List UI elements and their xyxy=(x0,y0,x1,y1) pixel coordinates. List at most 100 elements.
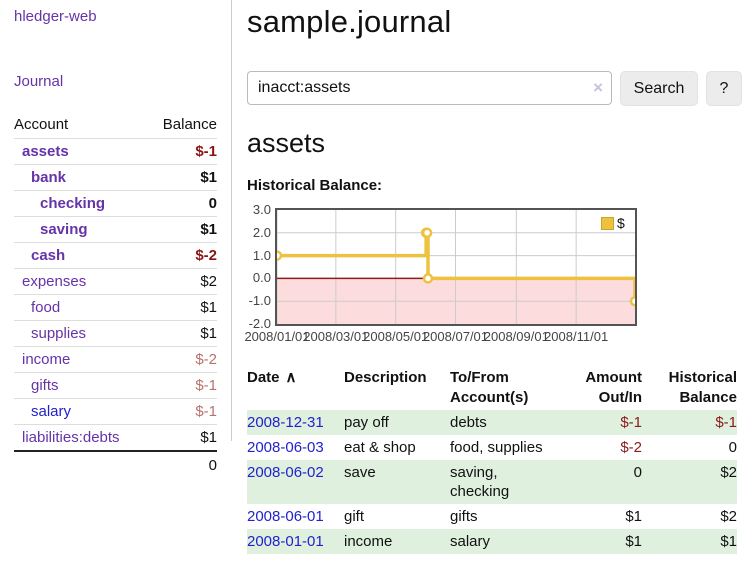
register-accounts: food, supplies xyxy=(450,439,543,456)
sidebar-account-row: bank $1 xyxy=(14,164,217,191)
search-form: × Search ? xyxy=(247,71,742,106)
accounts-total-value: 0 xyxy=(148,450,217,479)
page-title: sample.journal xyxy=(247,4,452,39)
sidebar-account-row: cash $-2 xyxy=(14,242,217,269)
sidebar-account-link[interactable]: expenses xyxy=(22,273,87,290)
chart-plot-area xyxy=(271,208,641,326)
historical-balance-chart: $ 3.0 2.0 1.0 0.0 -1.0 -2.0 2008/01/01 2008/03/… xyxy=(244,202,742,354)
register-description: pay off xyxy=(344,414,389,431)
account-balance: $1 xyxy=(148,164,217,191)
account-balance: $-1 xyxy=(148,372,217,399)
sidebar-account-link[interactable]: liabilities:debts xyxy=(22,429,120,446)
sidebar-account-link[interactable]: gifts xyxy=(31,377,59,394)
register-column-header: To/From Account(s) xyxy=(450,369,529,406)
brand-link[interactable]: hledger-web xyxy=(14,8,97,25)
account-balance: $1 xyxy=(148,320,217,347)
register-accounts: saving, checking xyxy=(450,464,510,500)
register-description: eat & shop xyxy=(344,439,416,456)
register-row: 2008-06-03 eat & shop food, supplies $-2 0 xyxy=(247,435,737,460)
sidebar-account-link[interactable]: food xyxy=(31,299,61,316)
sidebar-account-link[interactable]: bank xyxy=(31,169,67,186)
search-input[interactable] xyxy=(247,71,612,105)
y-axis-tick-label: 3.0 xyxy=(252,202,271,217)
x-axis-tick-label: 2008/05/01 xyxy=(363,329,429,344)
accounts-table: Account Balance assets $-1 bank $1 checking 0… xyxy=(14,113,217,479)
y-axis-tick-label: -1.0 xyxy=(248,293,271,309)
register-description: save xyxy=(344,464,376,481)
register-balance: $2 xyxy=(720,464,737,481)
sidebar-account-row: food $1 xyxy=(14,294,217,321)
register-row: 2008-01-01 income salary $1 $1 xyxy=(247,529,737,554)
accounts-table-header: Account Balance xyxy=(14,113,217,139)
accounts-total-row: 0 xyxy=(14,450,217,479)
sidebar-account-link[interactable]: supplies xyxy=(31,325,87,342)
chart-canvas xyxy=(271,210,641,324)
register-balance: $-1 xyxy=(715,414,737,431)
x-axis-tick-label: 2008/07/01 xyxy=(422,329,489,344)
register-row: 2008-06-02 save saving, checking 0 $2 xyxy=(247,460,737,504)
register-amount: 0 xyxy=(633,464,642,481)
sidebar-account-row: expenses $2 xyxy=(14,268,217,295)
help-button[interactable]: ? xyxy=(706,71,742,106)
register-balance: 0 xyxy=(728,439,737,456)
register-column-header: Date ∧ xyxy=(247,369,297,386)
sidebar-account-link[interactable]: cash xyxy=(31,247,66,264)
register-accounts: salary xyxy=(450,533,491,550)
register-row: 2008-06-01 gift gifts $1 $2 xyxy=(247,504,737,529)
account-balance: $1 xyxy=(148,294,217,321)
account-balance: 0 xyxy=(148,190,217,217)
register-date-link[interactable]: 2008-06-03 xyxy=(247,439,324,456)
account-balance: $1 xyxy=(148,216,217,243)
sort-ascending-icon[interactable]: ∧ xyxy=(285,369,297,386)
sidebar-nav: Journal xyxy=(14,73,217,91)
register-column-header: Historical Balance xyxy=(668,369,737,406)
register-table: Date ∧ Description To/From Account(s) Amount… xyxy=(247,366,737,554)
y-axis-tick-label: 2.0 xyxy=(252,224,271,240)
search-button[interactable]: Search xyxy=(620,71,698,106)
sidebar-account-link[interactable]: income xyxy=(22,351,71,368)
account-balance: $1 xyxy=(148,424,217,451)
sidebar-account-link[interactable]: saving xyxy=(40,221,88,238)
sidebar-accounts-body: assets $-1 bank $1 checking 0 saving $1 cash $-2 e… xyxy=(14,138,217,451)
sidebar-account-link[interactable]: assets xyxy=(22,143,69,160)
register-date-link[interactable]: 2008-06-02 xyxy=(247,464,324,481)
account-page-title: assets xyxy=(247,128,326,158)
y-axis-tick-label: 1.0 xyxy=(252,247,271,263)
account-balance: $-2 xyxy=(148,346,217,373)
sidebar-account-row: assets $-1 xyxy=(14,138,217,165)
sidebar-account-row: saving $1 xyxy=(14,216,217,243)
register-column-header: Amount Out/In xyxy=(585,369,642,406)
register-date-link[interactable]: 2008-01-01 xyxy=(247,533,324,550)
register-description: gift xyxy=(344,508,365,525)
legend-swatch xyxy=(601,216,614,230)
sidebar-item-journal[interactable]: Journal xyxy=(14,73,64,90)
register-row: 2008-12-31 pay off debts $-1 $-1 xyxy=(247,410,737,435)
register-date-link[interactable]: 2008-06-01 xyxy=(247,508,324,525)
x-axis-tick-label: 2008/11/01 xyxy=(544,329,609,344)
account-balance: $-1 xyxy=(148,138,217,165)
sidebar: hledger-web Journal Account Balance asse… xyxy=(0,0,232,479)
main-content: sample.journal × Search ? assets Histori… xyxy=(244,0,742,554)
x-axis-tick-label: 2008/09/01 xyxy=(483,329,549,344)
chart-legend: $ xyxy=(600,215,626,231)
register-header-row: Date ∧ Description To/From Account(s) Amount… xyxy=(247,366,737,410)
register-amount: $1 xyxy=(625,508,642,525)
sidebar-account-row: gifts $-1 xyxy=(14,372,217,399)
register-column-header: Description xyxy=(344,369,427,386)
account-balance: $-2 xyxy=(148,242,217,269)
register-amount: $-2 xyxy=(620,439,642,456)
balance-column-header: Balance xyxy=(162,116,217,133)
sidebar-account-link[interactable]: checking xyxy=(40,195,106,212)
y-axis-tick-label: 0.0 xyxy=(252,270,271,286)
sidebar-account-row: liabilities:debts $1 xyxy=(14,424,217,451)
register-description: income xyxy=(344,533,393,550)
sidebar-account-row: salary $-1 xyxy=(14,398,217,425)
register-balance: $2 xyxy=(720,508,737,525)
sidebar-account-link[interactable]: salary xyxy=(31,403,72,420)
register-date-link[interactable]: 2008-12-31 xyxy=(247,414,324,431)
sidebar-account-row: checking 0 xyxy=(14,190,217,217)
search-box: × xyxy=(247,71,612,106)
clear-search-icon[interactable]: × xyxy=(593,78,603,97)
account-column-header: Account xyxy=(14,116,69,133)
register-amount: $1 xyxy=(625,533,642,550)
